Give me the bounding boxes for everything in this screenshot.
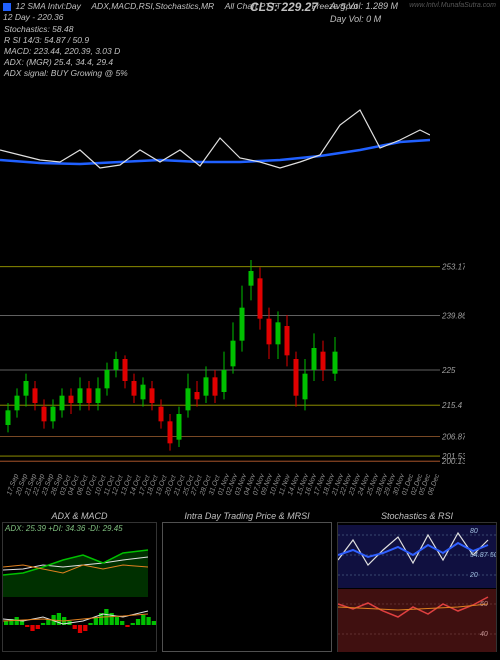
svg-text:206.87: 206.87 [441, 432, 465, 441]
macd-value: MACD: 223.44, 220.39, 3.03 D [4, 46, 128, 56]
intraday-panel: Intra Day Trading Price & MRSI [162, 522, 332, 652]
rsi-svg: 60 40 [338, 589, 496, 652]
watermark: www.Intvl.MunafaSutra.com [409, 2, 496, 9]
cls-price: CLS: 229.27 [250, 0, 318, 14]
date-axis: 17.Sep20.Sep21.Sep22.Sep23.Sep26.Sep03.O… [0, 480, 440, 510]
stoch-svg: 80 54.87·50 20 [338, 525, 496, 588]
day-vol: Day Vol: 0 M [330, 14, 398, 24]
adx-svg [3, 535, 156, 597]
svg-text:253.17: 253.17 [441, 263, 465, 272]
svg-text:20: 20 [469, 572, 478, 579]
stoch-rsi-panel: Stochastics & RSI 8054.87·5020 6040 [337, 522, 497, 652]
svg-text:40: 40 [480, 631, 488, 638]
upper-line-chart [0, 80, 430, 220]
candlestick-chart: 253.17239.86225215.4206.87201.53200.13 [0, 260, 465, 480]
stoch-rsi-title: Stochastics & RSI [338, 511, 496, 521]
rsi-value: R SI 14/3: 54.87 / 50.9 [4, 35, 128, 45]
adx-info-line: ADX: 25.39 +DI: 34.36 -DI: 29.45 [5, 524, 123, 533]
svg-text:80: 80 [470, 528, 478, 535]
svg-text:200.13: 200.13 [441, 457, 465, 466]
sma-line-value: 12 Day - 220.36 [3, 12, 63, 22]
stochastics-value: Stochastics: 58.48 [4, 24, 128, 34]
adx-macd-title: ADX & MACD [3, 511, 156, 521]
svg-text:60: 60 [480, 601, 488, 608]
indicator-readout: Stochastics: 58.48 R SI 14/3: 54.87 / 50… [4, 24, 128, 79]
svg-text:215.4: 215.4 [441, 401, 463, 410]
avg-vol: Avg Vol: 1.289 M [330, 1, 398, 11]
svg-text:239.86: 239.86 [441, 312, 465, 321]
svg-text:54.87·50: 54.87·50 [470, 552, 496, 559]
volume-block: Avg Vol: 1.289 M Day Vol: 0 M [330, 1, 398, 24]
header-right-block: CLS: 229.27 [250, 0, 318, 15]
adx-signal: ADX signal: BUY Growing @ 5% [4, 68, 128, 78]
svg-text:225: 225 [441, 366, 456, 375]
intraday-title: Intra Day Trading Price & MRSI [163, 511, 331, 521]
sma-color-swatch [3, 3, 11, 11]
indicator-list: ADX,MACD,RSI,Stochastics,MR [91, 1, 214, 11]
macd-svg [3, 599, 156, 651]
upper-chart-svg [0, 80, 430, 220]
adx-macd-panel: ADX & MACD ADX: 25.39 +DI: 34.36 -DI: 29… [2, 522, 157, 652]
sma-label: 12 SMA Intvl:Day [16, 1, 81, 11]
candle-chart-svg: 253.17239.86225215.4206.87201.53200.13 [0, 260, 465, 480]
adx-value: ADX: (MGR) 25.4, 34.4, 29.4 [4, 57, 128, 67]
